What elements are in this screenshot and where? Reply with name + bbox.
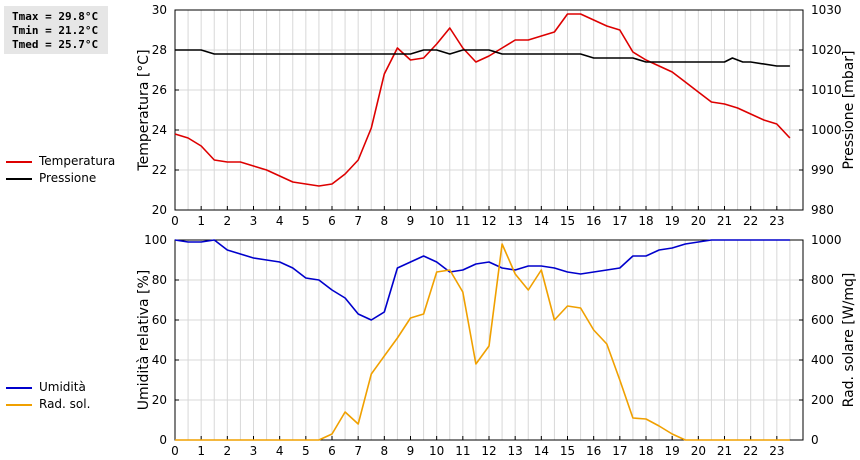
x-tick-label-0-23: 23 xyxy=(769,214,784,228)
y-tick-label-1-2: 40 xyxy=(152,353,167,367)
x-tick-label-1-7: 7 xyxy=(354,444,362,458)
legend-swatch-pressione xyxy=(6,178,32,180)
y-tick-label-1-4: 80 xyxy=(152,273,167,287)
x-tick-label-1-20: 20 xyxy=(691,444,706,458)
y2-tick-label-1-3: 600 xyxy=(811,313,834,327)
y2-axis-label-0: Pressione [mbar] xyxy=(841,50,857,169)
x-tick-label-0-8: 8 xyxy=(381,214,389,228)
x-tick-label-1-19: 19 xyxy=(665,444,680,458)
legend-swatch-temperatura xyxy=(6,161,32,163)
x-tick-label-1-9: 9 xyxy=(407,444,415,458)
x-tick-label-0-18: 18 xyxy=(638,214,653,228)
x-tick-label-0-6: 6 xyxy=(328,214,336,228)
x-tick-label-0-13: 13 xyxy=(508,214,523,228)
x-tick-label-0-11: 11 xyxy=(455,214,470,228)
x-tick-label-0-1: 1 xyxy=(197,214,205,228)
x-tick-label-0-22: 22 xyxy=(743,214,758,228)
tmed-label: Tmed = 25.7°C xyxy=(12,38,99,51)
x-tick-label-1-2: 2 xyxy=(224,444,232,458)
y-tick-label-1-1: 20 xyxy=(152,393,167,407)
y2-tick-label-0-0: 980 xyxy=(811,203,834,217)
y2-tick-label-0-5: 1030 xyxy=(811,3,842,17)
series-line-0-0 xyxy=(174,13,791,187)
legend-swatch-rad-sol xyxy=(6,404,32,406)
x-tick-label-0-2: 2 xyxy=(224,214,232,228)
y-tick-label-1-3: 60 xyxy=(152,313,167,327)
x-tick-label-0-10: 10 xyxy=(429,214,444,228)
x-tick-label-1-6: 6 xyxy=(328,444,336,458)
y-tick-label-0-0: 20 xyxy=(152,203,167,217)
x-tick-label-1-14: 14 xyxy=(534,444,549,458)
y2-tick-label-0-2: 1000 xyxy=(811,123,842,137)
legend-label-pressione: Pressione xyxy=(39,171,97,185)
tmax-label: Tmax = 29.8°C xyxy=(12,10,99,23)
x-tick-label-1-8: 8 xyxy=(381,444,389,458)
x-tick-label-1-10: 10 xyxy=(429,444,444,458)
x-tick-label-1-11: 11 xyxy=(455,444,470,458)
y-tick-label-1-0: 0 xyxy=(159,433,167,447)
x-tick-label-1-13: 13 xyxy=(508,444,523,458)
x-tick-label-0-19: 19 xyxy=(665,214,680,228)
x-tick-label-1-0: 0 xyxy=(171,444,179,458)
legend-label-umidita: Umidità xyxy=(39,380,86,394)
x-tick-label-1-21: 21 xyxy=(717,444,732,458)
y2-tick-label-1-0: 0 xyxy=(811,433,819,447)
y-axis-label-1: Umidità relativa [%] xyxy=(136,270,152,411)
y2-tick-label-0-3: 1010 xyxy=(811,83,842,97)
x-tick-label-0-3: 3 xyxy=(250,214,258,228)
y2-tick-label-1-1: 200 xyxy=(811,393,834,407)
series-line-1-1 xyxy=(175,243,790,441)
y2-tick-label-1-4: 800 xyxy=(811,273,834,287)
x-tick-label-0-14: 14 xyxy=(534,214,549,228)
x-tick-label-1-3: 3 xyxy=(250,444,258,458)
x-tick-label-0-7: 7 xyxy=(354,214,362,228)
series-line-1-0 xyxy=(174,239,790,321)
x-tick-label-0-20: 20 xyxy=(691,214,706,228)
x-tick-label-1-1: 1 xyxy=(197,444,205,458)
y-axis-label-0: Temperatura [°C] xyxy=(136,49,152,171)
x-tick-label-1-18: 18 xyxy=(638,444,653,458)
y-tick-label-0-3: 26 xyxy=(152,83,167,97)
stats-box: Tmax = 29.8°C Tmin = 21.2°C Tmed = 25.7°… xyxy=(4,6,108,54)
y2-axis-label-1: Rad. solare [W/mq] xyxy=(841,273,857,408)
legend-label-temperatura: Temperatura xyxy=(39,154,116,168)
y2-tick-label-1-5: 1000 xyxy=(811,233,842,247)
legend-label-rad-sol: Rad. sol. xyxy=(39,397,91,411)
y2-tick-label-1-2: 400 xyxy=(811,353,834,367)
x-tick-label-1-15: 15 xyxy=(560,444,575,458)
x-tick-label-0-4: 4 xyxy=(276,214,284,228)
x-tick-label-0-15: 15 xyxy=(560,214,575,228)
tmin-label: Tmin = 21.2°C xyxy=(12,24,99,37)
y-tick-label-0-1: 22 xyxy=(152,163,167,177)
y-tick-label-0-4: 28 xyxy=(152,43,167,57)
legend-swatch-umidita xyxy=(6,387,32,389)
x-tick-label-0-9: 9 xyxy=(407,214,415,228)
x-tick-label-0-5: 5 xyxy=(302,214,310,228)
y-tick-label-1-5: 100 xyxy=(144,233,167,247)
x-tick-label-1-4: 4 xyxy=(276,444,284,458)
x-tick-label-1-22: 22 xyxy=(743,444,758,458)
series-line-0-1 xyxy=(175,49,790,67)
x-tick-label-1-17: 17 xyxy=(612,444,627,458)
x-tick-label-0-17: 17 xyxy=(612,214,627,228)
y-tick-label-0-2: 24 xyxy=(152,123,167,137)
x-tick-label-0-12: 12 xyxy=(481,214,496,228)
x-tick-label-1-5: 5 xyxy=(302,444,310,458)
x-tick-label-0-0: 0 xyxy=(171,214,179,228)
x-tick-label-1-23: 23 xyxy=(769,444,784,458)
x-tick-label-0-16: 16 xyxy=(586,214,601,228)
y2-tick-label-0-1: 990 xyxy=(811,163,834,177)
y2-tick-label-0-4: 1020 xyxy=(811,43,842,57)
x-tick-label-0-21: 21 xyxy=(717,214,732,228)
x-tick-label-1-16: 16 xyxy=(586,444,601,458)
y-tick-label-0-5: 30 xyxy=(152,3,167,17)
x-tick-label-1-12: 12 xyxy=(481,444,496,458)
